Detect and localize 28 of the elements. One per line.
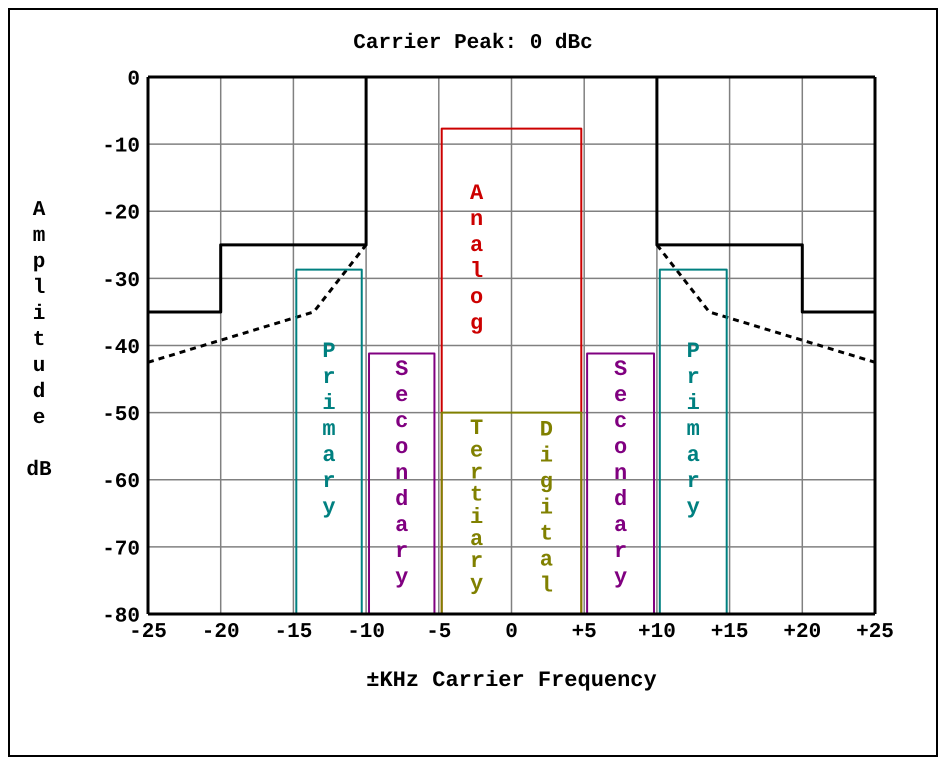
y-tick-label: -70 bbox=[102, 538, 140, 562]
x-tick-label: +5 bbox=[572, 620, 597, 644]
y-tick-label: -50 bbox=[102, 404, 140, 428]
y-tick-label: -30 bbox=[102, 270, 140, 293]
text: Amplitude dB bbox=[26, 199, 52, 482]
x-tick-label: +20 bbox=[783, 620, 822, 644]
text: Secondary bbox=[614, 357, 628, 590]
series-label: Tertiary bbox=[470, 416, 484, 596]
y-tick-label: -40 bbox=[102, 336, 140, 360]
annotation: Digital bbox=[540, 417, 553, 598]
x-tick-label: +25 bbox=[856, 620, 894, 644]
x-tick-label: +10 bbox=[638, 620, 676, 644]
series-label: Analog bbox=[470, 180, 484, 336]
series-label: Primary bbox=[686, 339, 700, 520]
x-axis-title: ±KHz Carrier Frequency bbox=[366, 668, 657, 693]
x-tick-label: +15 bbox=[710, 620, 749, 644]
series-label: Primary bbox=[322, 339, 336, 520]
chart-title: Carrier Peak: 0 dBc bbox=[352, 32, 594, 55]
x-tick-label: -10 bbox=[347, 620, 386, 644]
y-tick-label: 0 bbox=[127, 68, 140, 92]
x-tick-label: -15 bbox=[274, 620, 312, 644]
x-tick-label: 0 bbox=[505, 620, 518, 644]
y-tick-label: -10 bbox=[102, 136, 140, 159]
x-tick-label: -20 bbox=[202, 620, 240, 644]
y-tick-label: -20 bbox=[102, 202, 140, 226]
x-tick-label: -5 bbox=[426, 620, 452, 644]
y-tick-label: -60 bbox=[102, 471, 140, 494]
text: Secondary bbox=[395, 357, 408, 590]
